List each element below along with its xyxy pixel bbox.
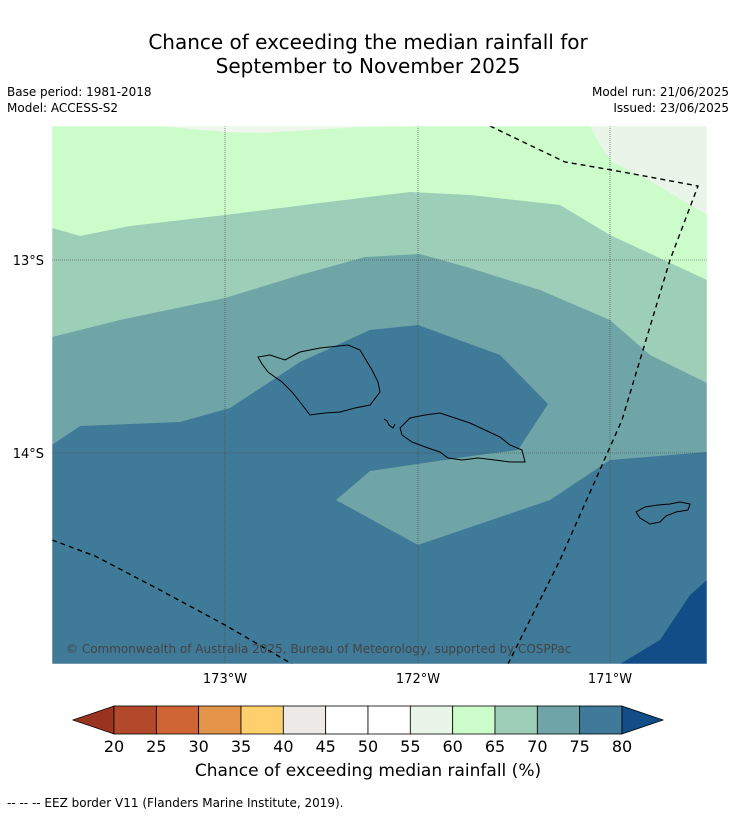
chart-title: Chance of exceeding the median rainfall … — [0, 30, 736, 78]
colorbar-segment — [325, 705, 369, 735]
model-run: Model run: 21/06/2025 — [591, 85, 729, 99]
colorbar-segment — [452, 705, 496, 735]
colorbar-tick-label: 50 — [357, 737, 379, 756]
colorbar-tick-label: 25 — [146, 737, 167, 756]
meta-left: Base period: 1981-2018 Model: ACCESS-S2 — [7, 84, 152, 116]
colorbar-segment — [155, 705, 200, 735]
lat-label-14s: 14°S — [13, 447, 44, 462]
island-savaii — [257, 344, 381, 416]
colorbar-segment — [282, 705, 327, 735]
colorbar — [71, 705, 665, 735]
colorbar-tick-label: 40 — [273, 737, 294, 756]
colorbar-tick-label: 55 — [400, 737, 421, 756]
zone-55-60-top — [160, 126, 420, 133]
colorbar-segment — [536, 705, 581, 735]
map-frame — [51, 125, 708, 665]
island-upolu — [399, 412, 526, 463]
eez-border-southwest — [52, 539, 293, 664]
map-copyright: © Commonwealth of Australia 2025, Bureau… — [66, 642, 571, 656]
model-name: Model: ACCESS-S2 — [7, 101, 119, 115]
colorbar-tick-label: 30 — [188, 737, 209, 756]
colorbar-tick-label: 35 — [230, 737, 252, 756]
colorbar-over-arrow — [621, 705, 665, 735]
colorbar-tick-label: 45 — [315, 737, 336, 756]
colorbar-tick-label: 70 — [527, 737, 548, 756]
colorbar-segment — [494, 705, 538, 735]
eez-border-east — [489, 126, 699, 664]
colorbar-segment — [579, 705, 623, 735]
meta-right: Model run: 21/06/2025 Issued: 23/06/2025 — [592, 84, 729, 116]
lon-label-172w: 172°W — [396, 672, 440, 687]
colorbar-tick-label: 80 — [611, 737, 633, 756]
island-tutuila — [635, 501, 691, 525]
colorbar-tick-label: 20 — [103, 737, 125, 756]
colorbar-title: Chance of exceeding median rainfall (%) — [194, 761, 542, 781]
colorbar-segment — [113, 705, 157, 735]
lon-label-171w: 171°W — [588, 672, 632, 687]
colorbar-tick-label: 65 — [484, 737, 506, 756]
map-area: © Commonwealth of Australia 2025, Bureau… — [52, 126, 707, 664]
colorbar-segment — [198, 705, 242, 735]
lon-label-173w: 173°W — [203, 672, 247, 687]
colorbar-segment — [409, 705, 454, 735]
island-manono — [383, 418, 396, 429]
base-period: Base period: 1981-2018 — [7, 85, 152, 99]
colorbar-tick-label: 60 — [442, 737, 463, 756]
lat-label-13s: 13°S — [13, 254, 44, 269]
issued-date: Issued: 23/06/2025 — [613, 101, 729, 115]
zone-80-plus — [620, 580, 707, 664]
title-line-2: September to November 2025 — [215, 54, 521, 78]
colorbar-segment — [367, 705, 411, 735]
eez-footnote: -- -- -- EEZ border V11 (Flanders Marine… — [7, 796, 344, 810]
zone-75-80 — [52, 325, 707, 664]
zone-55-60 — [590, 126, 707, 215]
colorbar-tick-label: 75 — [569, 737, 590, 756]
colorbar-under-arrow — [71, 705, 115, 735]
title-line-1: Chance of exceeding the median rainfall … — [148, 30, 588, 54]
colorbar-segment — [240, 705, 284, 735]
